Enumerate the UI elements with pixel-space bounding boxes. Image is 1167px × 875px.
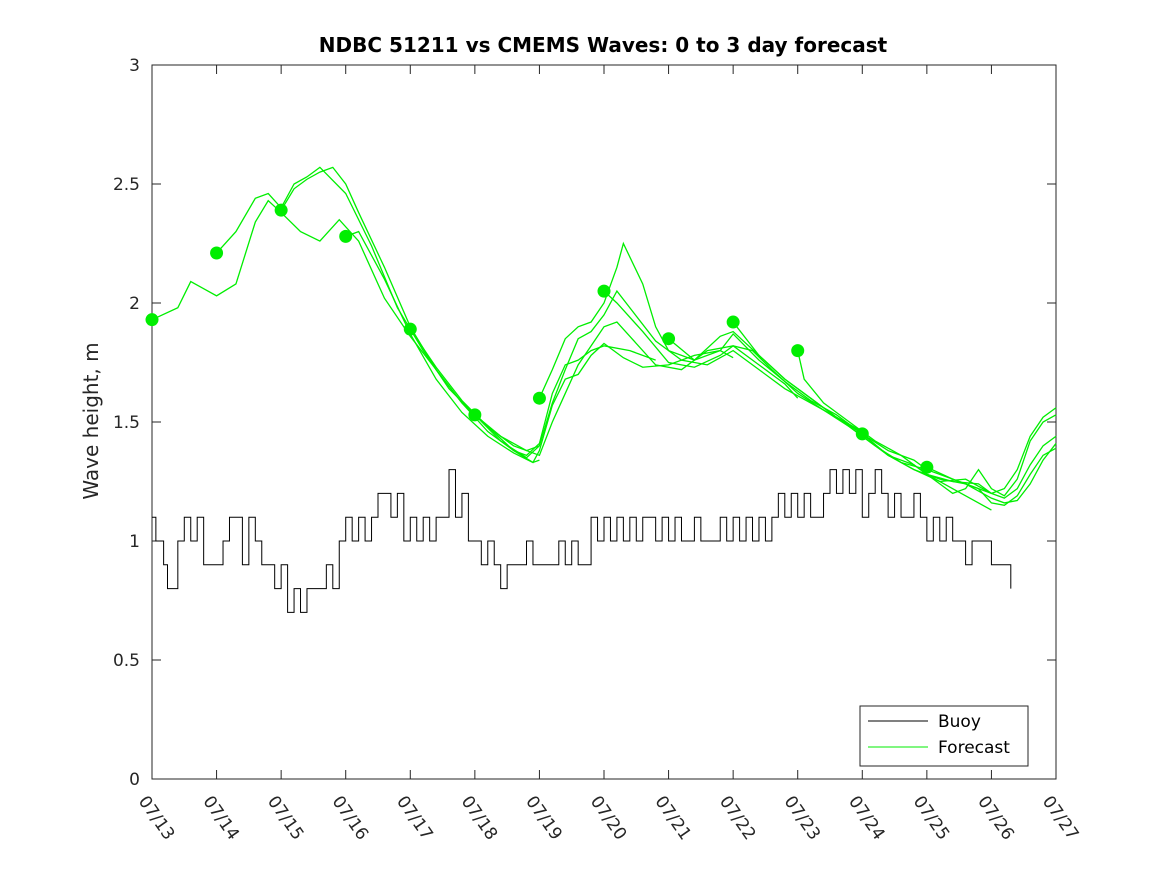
forecast-start-point bbox=[403, 322, 417, 336]
legend: Buoy Forecast bbox=[859, 705, 1029, 767]
chart-title: NDBC 51211 vs CMEMS Waves: 0 to 3 day fo… bbox=[319, 33, 888, 57]
y-tick-label: 0.5 bbox=[113, 651, 140, 671]
forecast-start-point bbox=[145, 313, 159, 327]
forecast-line bbox=[861, 433, 1057, 504]
legend-box bbox=[859, 705, 1029, 767]
forecast-line bbox=[926, 473, 992, 511]
y-tick-label: 2 bbox=[129, 294, 140, 314]
forecast-start-point bbox=[791, 344, 805, 358]
forecast-start-point bbox=[468, 408, 482, 422]
y-tick-label: 0 bbox=[129, 770, 140, 790]
forecast-start-point bbox=[274, 203, 288, 217]
y-axis-label: Wave height, m bbox=[79, 342, 103, 499]
forecast-start-point bbox=[726, 315, 740, 329]
y-tick-label: 3 bbox=[129, 56, 140, 76]
buoy-line bbox=[152, 469, 1012, 613]
forecast-line bbox=[926, 447, 1057, 506]
forecast-line bbox=[732, 321, 1057, 497]
forecast-line bbox=[538, 241, 928, 471]
forecast-start-point bbox=[855, 427, 869, 441]
forecast-start-point bbox=[920, 460, 934, 474]
forecast-start-point bbox=[597, 284, 611, 298]
forecast-line bbox=[409, 321, 799, 457]
forecast-start-point bbox=[339, 229, 353, 243]
forecast-start-point bbox=[662, 332, 676, 346]
forecast-start-point bbox=[532, 391, 546, 405]
y-tick-label: 1 bbox=[129, 532, 140, 552]
forecast-start-point bbox=[210, 246, 224, 260]
legend-forecast-label: Forecast bbox=[938, 738, 1010, 758]
legend-buoy-label: Buoy bbox=[938, 712, 981, 732]
y-tick-label: 2.5 bbox=[113, 175, 140, 195]
y-tick-label: 1.5 bbox=[113, 413, 140, 433]
forecast-line bbox=[474, 289, 863, 459]
